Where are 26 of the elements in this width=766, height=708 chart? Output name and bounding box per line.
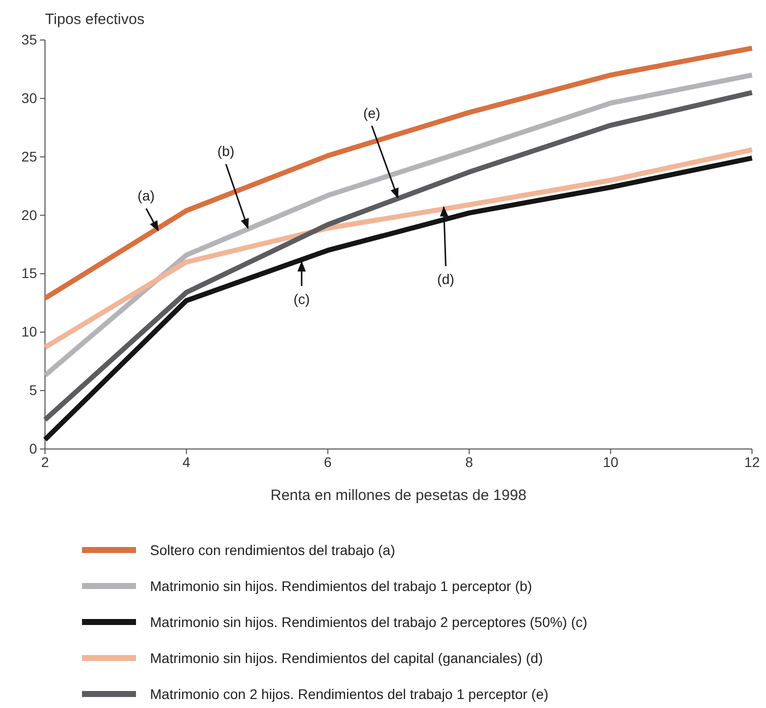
annotation: (b) [217, 143, 234, 160]
legend-label: Matrimonio sin hijos. Rendimientos del trabajo 1 perceptor (b) [150, 578, 532, 594]
x-tick-label: 8 [465, 454, 474, 470]
y-tick-label: 35 [21, 31, 38, 48]
y-axis-title: Tipos efectivos [45, 11, 144, 28]
y-tick-label: 30 [21, 90, 38, 106]
legend-label: Matrimonio sin hijos. Rendimientos del capital (gananciales) (d) [150, 650, 543, 666]
x-tick-label: 4 [182, 454, 190, 470]
legend-label: Soltero con rendimientos del trabajo (a) [150, 542, 396, 558]
x-tick-label: 2 [41, 454, 50, 470]
y-tick-label: 25 [21, 148, 38, 164]
legend-label: Matrimonio con 2 hijos. Rendimientos del trabajo 1 perceptor (e) [150, 686, 548, 702]
legend-label: Matrimonio sin hijos. Rendimientos del trabajo 2 perceptores (50%) (c) [150, 614, 588, 630]
y-tick-label: 10 [21, 324, 38, 340]
annotation: (e) [363, 104, 380, 121]
x-tick-label: 6 [324, 454, 332, 470]
x-tick-label: 12 [744, 454, 760, 470]
x-axis-title: Renta en millones de pesetas de 1998 [270, 487, 527, 504]
y-tick-label: 20 [21, 206, 38, 223]
y-tick-label: 0 [29, 440, 38, 456]
annotation: (d) [437, 271, 454, 288]
y-tick-label: 15 [21, 265, 38, 282]
x-tick-label: 10 [602, 454, 619, 470]
y-tick-label: 5 [29, 382, 38, 398]
annotation: (c) [293, 291, 310, 308]
annotation: (a) [138, 187, 155, 204]
